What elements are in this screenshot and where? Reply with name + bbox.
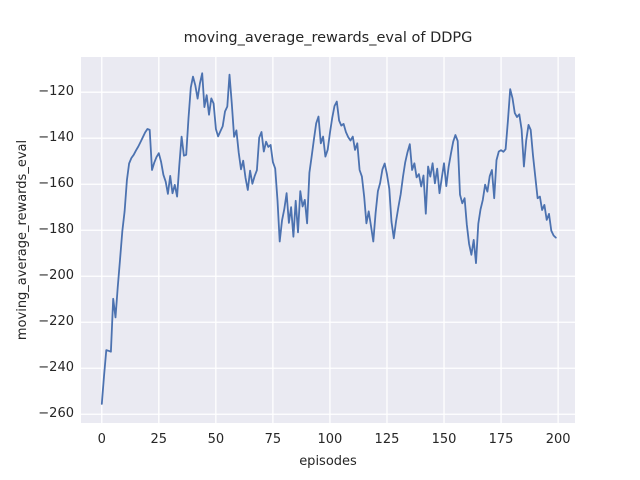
y-tick-label: −240 — [38, 360, 74, 376]
y-tick-label: −180 — [38, 222, 74, 238]
series-line — [100, 72, 557, 405]
axes-background — [81, 57, 575, 423]
y-tick-label: −140 — [38, 130, 74, 146]
y-tick-label: −120 — [38, 84, 74, 100]
y-tick-label: −200 — [38, 268, 74, 284]
y-axis-label: moving_average_rewards_eval — [15, 139, 30, 341]
plot-area — [81, 57, 575, 423]
y-tick-label: −220 — [38, 314, 74, 330]
x-tick-label: 150 — [431, 432, 457, 447]
x-tick-label: 100 — [317, 432, 343, 447]
chart-title: moving_average_rewards_eval of DDPG — [183, 30, 473, 46]
x-tick-label: 50 — [207, 432, 225, 447]
x-tick-label: 175 — [488, 432, 514, 447]
x-tick-label: 75 — [264, 432, 282, 447]
y-tick-label: −260 — [38, 406, 74, 422]
x-tick-label: 200 — [545, 432, 571, 447]
x-tick-label: 125 — [374, 432, 400, 447]
x-axis-label: episodes — [299, 454, 357, 469]
x-tick-label: 25 — [150, 432, 168, 447]
x-tick-label: 0 — [97, 432, 106, 447]
y-tick-label: −160 — [38, 176, 74, 192]
